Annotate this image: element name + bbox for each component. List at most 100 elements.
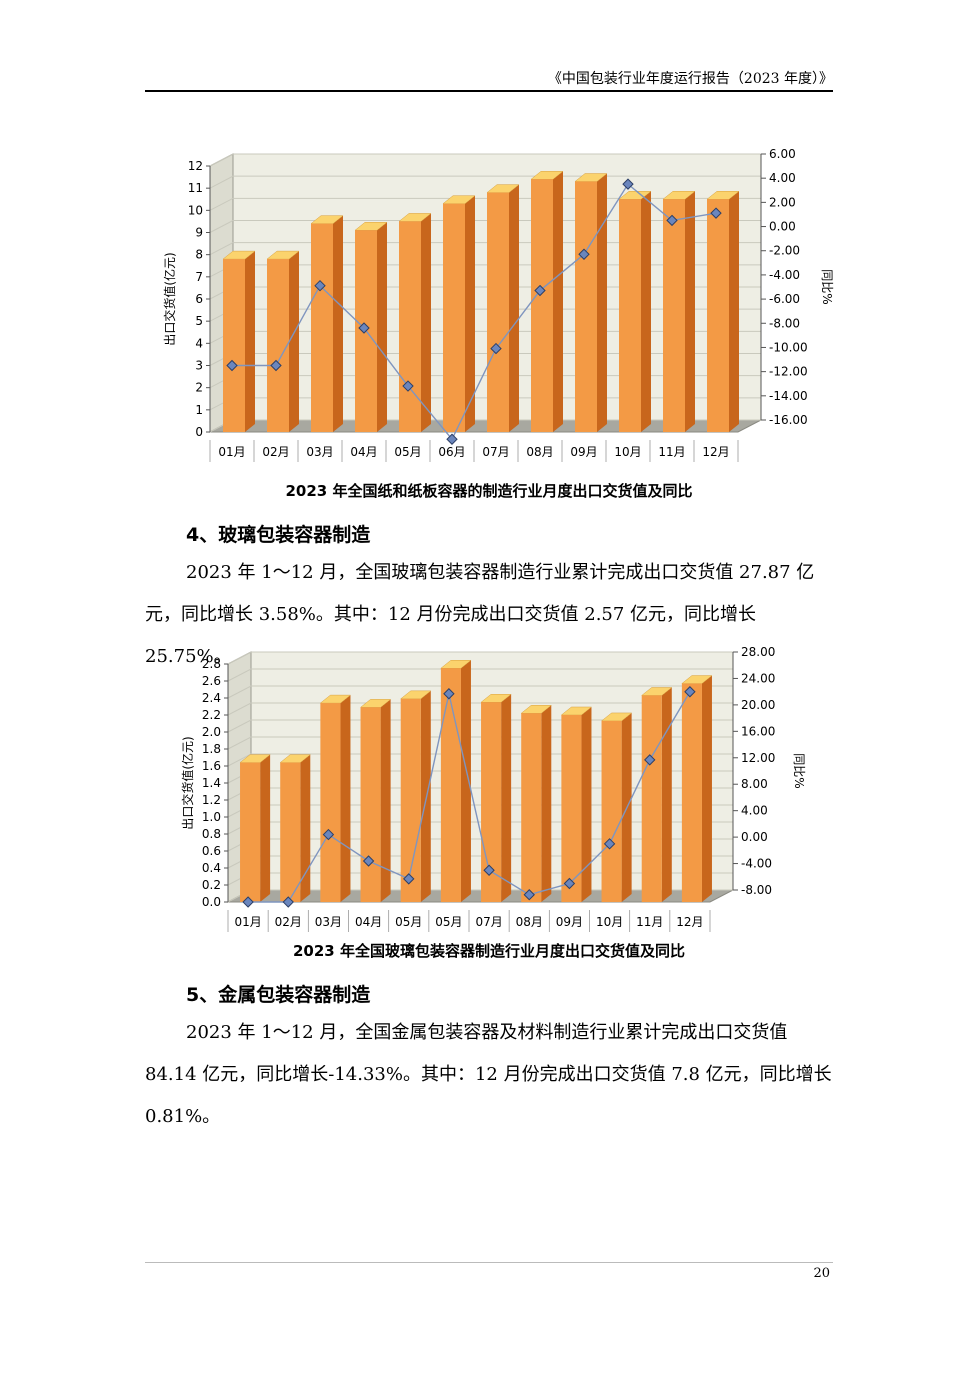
left-tick-label: 1.2 [202, 793, 221, 807]
category-label: 10月 [614, 445, 641, 459]
bar-side [377, 222, 387, 432]
category-label: 04月 [355, 915, 382, 929]
right-tick-label: 6.00 [769, 147, 796, 161]
left-tick-label: 2.8 [202, 657, 221, 671]
running-header: 《中国包装行业年度运行报告（2023 年度）》 [547, 71, 833, 87]
category-label: 08月 [526, 445, 553, 459]
yoy-point [322, 828, 335, 841]
chart-1-svg: 0123456789101112-16.00-14.00-12.00-10.00… [162, 147, 834, 462]
left-tick-label: 11 [188, 181, 203, 195]
bar-side [340, 695, 351, 902]
right-tick-label: -8.00 [769, 316, 800, 330]
bar [481, 702, 502, 902]
yoy-point [483, 864, 495, 876]
category-label: 03月 [315, 915, 342, 929]
bar [531, 179, 553, 432]
bar-top [398, 213, 432, 222]
bar [399, 221, 421, 432]
yoy-point [402, 380, 414, 392]
yoy-point [710, 207, 722, 219]
category-label: 10月 [596, 915, 623, 929]
yoy-line [232, 183, 717, 441]
page-number: 20 [813, 1266, 830, 1281]
gridline [227, 651, 733, 665]
left-tick-label: 2.6 [202, 674, 221, 688]
yoy-point [563, 877, 576, 890]
bar-side [701, 675, 712, 902]
yoy-point [644, 754, 656, 766]
yoy-point [666, 214, 678, 227]
category-label: 09月 [556, 915, 583, 929]
yoy-point [403, 873, 415, 885]
bar-side [421, 213, 431, 432]
chart-2-caption: 2023 年全国玻璃包装容器制造行业月度出口交货值及同比 [293, 942, 685, 960]
right-tick-label: 16.00 [741, 724, 775, 738]
gridline [209, 153, 761, 167]
left-tick-label: 1.4 [202, 776, 221, 790]
bar [267, 259, 289, 432]
bar-side [460, 660, 471, 902]
right-tick-label: 4.00 [769, 171, 796, 185]
bar [707, 199, 729, 432]
left-tick-label: 0.8 [202, 827, 221, 841]
bar-side [289, 251, 299, 432]
category-label: 12月 [676, 915, 703, 929]
yoy-point [282, 896, 294, 908]
bar [681, 683, 702, 902]
chart-2-svg: 0.0 0.2 0.4 0.6 0.8 1.0 1.2 1.4 1.6 1.8 2.0 2.2 2.4 2… [180, 645, 806, 932]
bar-side [597, 173, 607, 432]
bar [487, 192, 509, 432]
bar [320, 703, 341, 902]
chart-glass-container-exports: 0.0 0.2 0.4 0.6 0.8 1.0 1.2 1.4 1.6 1.8 2.0 2.2 2.4 2… [0, 642, 976, 932]
bar-side [661, 687, 672, 902]
section-4-title: 4、玻璃包装容器制造 [186, 524, 371, 546]
right-tick-label: 28.00 [741, 645, 775, 659]
yoy-point [443, 688, 455, 700]
right-tick-label: -6.00 [769, 292, 800, 306]
bar [575, 181, 597, 432]
category-label: 05月 [394, 445, 421, 459]
chart-1-caption: 2023 年全国纸和纸板容器的制造行业月度出口交货值及同比 [285, 482, 693, 500]
right-tick-label: 8.00 [741, 777, 768, 791]
yoy-point [226, 359, 238, 372]
category-label: 07月 [475, 915, 502, 929]
right-tick-label: 2.00 [769, 195, 796, 209]
bar-top [399, 690, 432, 700]
bar-side [509, 184, 519, 432]
left-tick-label: 0.2 [202, 878, 221, 892]
yoy-point [490, 342, 502, 355]
yoy-point [622, 178, 634, 190]
section-4-paragraph: 2023 年 1～12 月，全国玻璃包装容器制造行业累计完成出口交货值 27.8… [145, 562, 815, 667]
bar-top [319, 694, 352, 704]
bar-side [420, 690, 431, 902]
yoy-point [270, 359, 282, 372]
gridline [227, 668, 733, 682]
left-tick-label: 0.6 [202, 844, 221, 858]
bar-top [681, 675, 713, 684]
left-tick-label: 5 [195, 314, 203, 328]
category-label: 02月 [262, 445, 289, 459]
category-label: 05月 [435, 915, 462, 929]
left-axis-title: 出口交货值(亿元) [162, 252, 177, 345]
left-tick-label: 9 [195, 226, 203, 240]
bar-top [279, 754, 312, 763]
yoy-point [684, 686, 696, 698]
right-tick-label: -10.00 [769, 340, 808, 354]
chart-paper-container-exports: 0 1 2 3 4 5 6 7 8 9 10 11 12 -16.00 -14.00 -12.00 -10.00… [0, 140, 976, 470]
yoy-point [314, 279, 326, 292]
right-tick-label: 0.00 [769, 220, 796, 234]
left-tick-label: 2 [195, 381, 203, 395]
category-label: 03月 [306, 445, 333, 459]
left-tick-label: 0.0 [202, 895, 221, 909]
right-tick-label: 20.00 [741, 698, 775, 712]
right-tick-label: 12.00 [741, 751, 775, 765]
bar-top [359, 699, 392, 708]
bar [619, 199, 641, 432]
left-tick-label: 4 [195, 336, 203, 350]
bar [311, 223, 333, 432]
left-tick-label: 0 [195, 425, 203, 439]
category-label: 12月 [702, 445, 729, 459]
left-tick-label: 6 [195, 292, 203, 306]
left-tick-label: 1.6 [202, 759, 221, 773]
left-tick-label: 7 [195, 270, 203, 284]
